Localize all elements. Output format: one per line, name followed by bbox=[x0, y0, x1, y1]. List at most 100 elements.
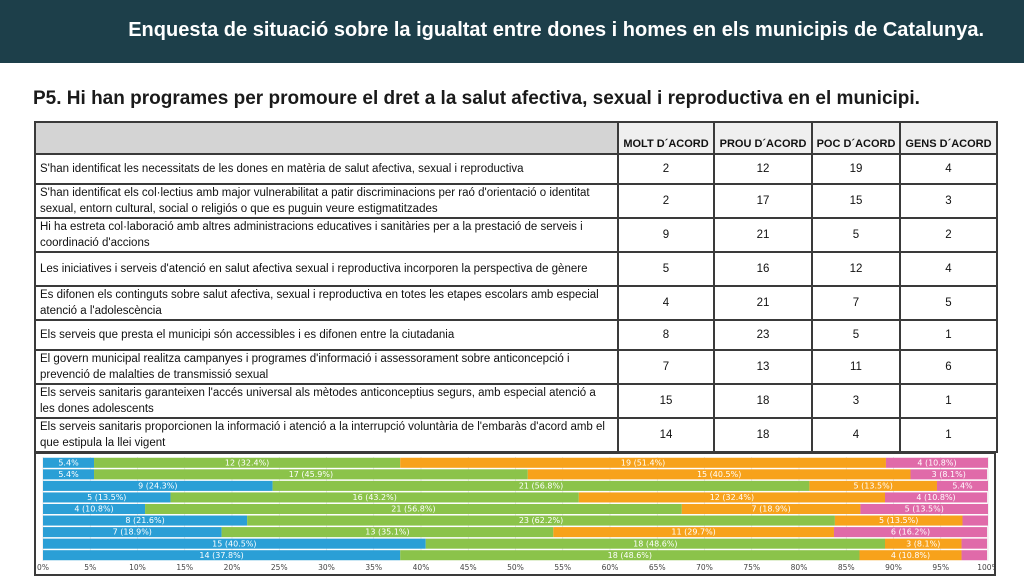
data-label: 16 (43.2%) bbox=[352, 493, 396, 502]
chart-canvas: 5.4% 12 (32.4%) 19 (51.4%) 4 (10.8%) 5.4% 17 … bbox=[37, 457, 994, 572]
data-label: 19 (51.4%) bbox=[621, 458, 665, 467]
table-row: Les iniciatives i serveis d'atenció en s… bbox=[34, 251, 998, 287]
bar-segment bbox=[43, 550, 401, 561]
bar-segment bbox=[962, 515, 988, 526]
row-label: El govern municipal realitza campanyes i… bbox=[34, 349, 619, 385]
results-table-container: MOLT D´ACORD PROU D´ACORD POC D´ACORD GE… bbox=[34, 121, 998, 454]
data-label: 14 (37.8%) bbox=[199, 551, 243, 560]
cell-molt: 5 bbox=[617, 251, 715, 287]
bar-segment bbox=[43, 503, 146, 515]
table-row: S'han identificat els col·lectius amb ma… bbox=[34, 183, 998, 219]
bar-segment bbox=[43, 492, 171, 503]
bar-segment bbox=[43, 480, 273, 491]
tick-label: 85% bbox=[838, 563, 855, 572]
data-label: 7 (18.9%) bbox=[113, 528, 152, 537]
tick-label: 80% bbox=[791, 563, 808, 572]
bar-segment bbox=[145, 503, 682, 515]
table-row: S'han identificat les necessitats de les… bbox=[34, 153, 998, 185]
cell-prou: 12 bbox=[713, 153, 813, 185]
tick-label: 60% bbox=[602, 563, 619, 572]
bar-segment bbox=[527, 469, 911, 480]
row-label: Els serveis que presta el municipi són a… bbox=[34, 319, 619, 351]
tick-label: 55% bbox=[554, 563, 571, 572]
cell-poc: 3 bbox=[811, 383, 901, 419]
bar-segment bbox=[272, 480, 810, 491]
tick-label: 10% bbox=[129, 563, 146, 572]
cell-prou: 16 bbox=[713, 251, 813, 287]
cell-gens: 6 bbox=[899, 349, 998, 385]
bar-segment bbox=[43, 469, 95, 480]
title-banner: Enquesta de situació sobre la igualtat e… bbox=[0, 0, 1024, 63]
data-label: 17 (45.9%) bbox=[289, 470, 333, 479]
cell-gens: 1 bbox=[899, 383, 998, 419]
cell-gens: 1 bbox=[899, 319, 998, 351]
cell-molt: 15 bbox=[617, 383, 715, 419]
cell-molt: 2 bbox=[617, 183, 715, 219]
data-label: 4 (10.8%) bbox=[74, 505, 113, 514]
cell-prou: 17 bbox=[713, 183, 813, 219]
data-label: 5.4% bbox=[952, 481, 973, 490]
tick-label: 45% bbox=[460, 563, 477, 572]
data-label: 12 (32.4%) bbox=[225, 458, 269, 467]
bar-segment bbox=[94, 469, 528, 480]
data-label: 9 (24.3%) bbox=[138, 481, 177, 490]
bar-segment bbox=[860, 503, 988, 515]
data-label: 15 (40.5%) bbox=[212, 539, 256, 548]
bar-segment bbox=[94, 457, 401, 468]
row-label: Els serveis sanitaris garanteixen l'accé… bbox=[34, 383, 619, 419]
cell-molt: 14 bbox=[617, 417, 715, 453]
cell-molt: 2 bbox=[617, 153, 715, 185]
tick-label: 40% bbox=[413, 563, 430, 572]
tick-label: 20% bbox=[224, 563, 241, 572]
table-row: El govern municipal realitza campanyes i… bbox=[34, 349, 998, 385]
bar-segment bbox=[681, 503, 861, 515]
column-header-prou: PROU D´ACORD bbox=[713, 121, 813, 155]
bar-segment bbox=[43, 527, 222, 538]
cell-molt: 8 bbox=[617, 319, 715, 351]
cell-molt: 4 bbox=[617, 285, 715, 321]
tick-label: 95% bbox=[932, 563, 949, 572]
cell-gens: 5 bbox=[899, 285, 998, 321]
bar-segment bbox=[221, 527, 554, 538]
data-label: 12 (32.4%) bbox=[710, 493, 754, 502]
cell-poc: 7 bbox=[811, 285, 901, 321]
cell-prou: 18 bbox=[713, 383, 813, 419]
bar-segment bbox=[884, 538, 962, 549]
header-blank-cell bbox=[34, 121, 619, 155]
data-label: 5.4% bbox=[58, 458, 79, 467]
results-table: MOLT D´ACORD PROU D´ACORD POC D´ACORD GE… bbox=[34, 121, 998, 453]
cell-prou: 13 bbox=[713, 349, 813, 385]
bar-segment bbox=[400, 457, 886, 468]
data-label: 5 (13.5%) bbox=[87, 493, 126, 502]
bar-segment bbox=[43, 515, 248, 526]
cell-prou: 18 bbox=[713, 417, 813, 453]
data-label: 6 (16.2%) bbox=[891, 528, 930, 537]
cell-poc: 11 bbox=[811, 349, 901, 385]
table-row: Els serveis que presta el municipi són a… bbox=[34, 319, 998, 351]
cell-prou: 23 bbox=[713, 319, 813, 351]
tick-label: 5% bbox=[84, 563, 96, 572]
row-label: Les iniciatives i serveis d'atenció en s… bbox=[34, 251, 619, 287]
tick-label: 70% bbox=[696, 563, 713, 572]
bar-segment bbox=[425, 538, 885, 549]
stacked-bar-chart: 5.4% 12 (32.4%) 19 (51.4%) 4 (10.8%) 5.4% 17 … bbox=[34, 452, 996, 576]
column-header-gens: GENS D´ACORD bbox=[899, 121, 998, 155]
cell-gens: 1 bbox=[899, 417, 998, 453]
data-label: 21 (56.8%) bbox=[391, 505, 435, 514]
data-label: 15 (40.5%) bbox=[697, 470, 741, 479]
cell-molt: 7 bbox=[617, 349, 715, 385]
tick-label: 50% bbox=[507, 563, 524, 572]
tick-label: 15% bbox=[176, 563, 193, 572]
cell-gens: 3 bbox=[899, 183, 998, 219]
tick-label: 90% bbox=[885, 563, 902, 572]
cell-gens: 4 bbox=[899, 153, 998, 185]
bar-segment bbox=[961, 550, 988, 561]
row-label: S'han identificat les necessitats de les… bbox=[34, 153, 619, 185]
bar-segment bbox=[833, 527, 988, 538]
data-label: 5.4% bbox=[58, 470, 79, 479]
bar-segment bbox=[43, 457, 95, 468]
row-label: S'han identificat els col·lectius amb ma… bbox=[34, 183, 619, 219]
cell-poc: 12 bbox=[811, 251, 901, 287]
data-label: 18 (48.6%) bbox=[633, 539, 677, 548]
bar-segment bbox=[553, 527, 834, 538]
